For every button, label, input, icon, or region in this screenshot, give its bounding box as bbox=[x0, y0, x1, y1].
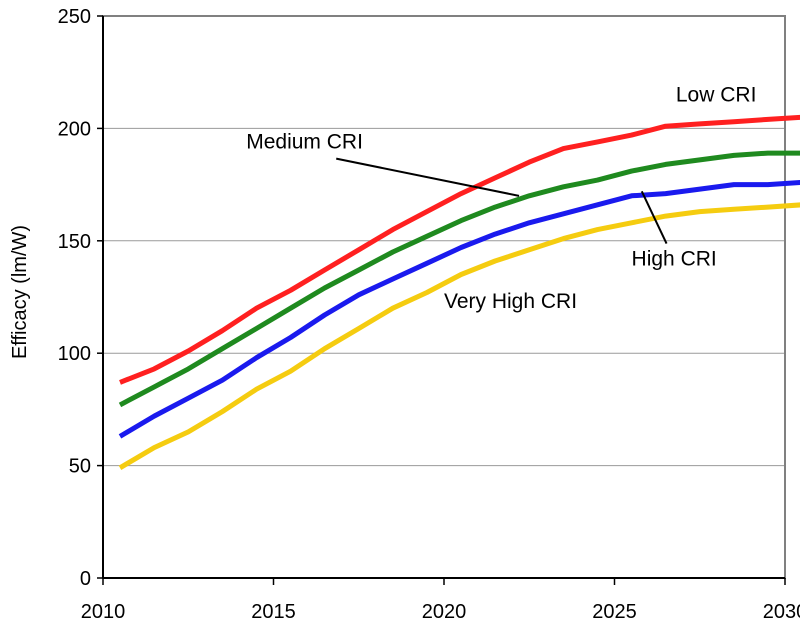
x-tick-label-2015: 2015 bbox=[251, 601, 296, 623]
annotation-low-cri: Low CRI bbox=[676, 83, 757, 106]
y-tick-label-50: 50 bbox=[69, 456, 91, 478]
series-line-very-high-cri bbox=[118, 202, 800, 470]
series-layer bbox=[118, 114, 800, 470]
annotation-layer: Low CRI Medium CRI High CRI Very High CRI bbox=[246, 83, 756, 313]
x-tick-label-2010: 2010 bbox=[81, 601, 126, 623]
annotation-leader-medium-cri bbox=[336, 157, 520, 197]
annotation-medium-cri: Medium CRI bbox=[246, 131, 363, 154]
series-line-high-cri bbox=[118, 180, 800, 439]
x-tick-label-2025: 2025 bbox=[592, 601, 637, 623]
annotation-high-cri: High CRI bbox=[632, 248, 717, 271]
y-tick-label-250: 250 bbox=[58, 6, 91, 28]
x-tick-label-2030: 2030 bbox=[763, 601, 800, 623]
y-tick-label-100: 100 bbox=[58, 343, 91, 365]
series-line-medium-cri bbox=[118, 150, 800, 408]
axis-layer: 0 50 100 150 200 250 2010 2015 2020 2025 2030 bbox=[58, 6, 800, 623]
series-line-low-cri bbox=[119, 114, 800, 385]
x-tick-label-2020: 2020 bbox=[422, 601, 467, 623]
annotation-leader-high-cri bbox=[640, 190, 668, 244]
y-tick-label-200: 200 bbox=[58, 118, 91, 140]
annotation-very-high-cri: Very High CRI bbox=[444, 290, 577, 313]
y-tick-label-150: 150 bbox=[58, 231, 91, 253]
y-tick-label-0: 0 bbox=[80, 568, 91, 590]
y-axis-label: Efficacy (lm/W) bbox=[9, 225, 31, 359]
